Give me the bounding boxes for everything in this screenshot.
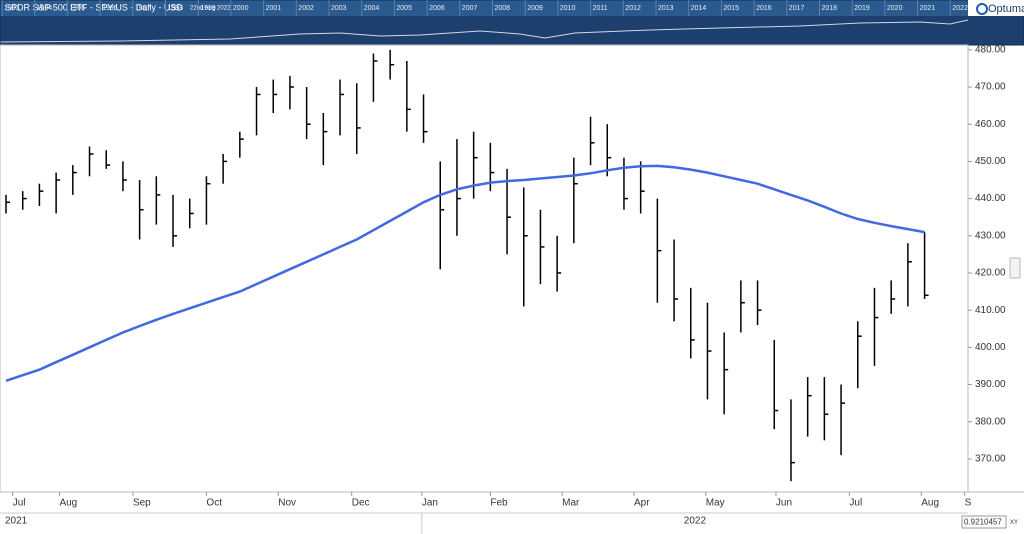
navigator-year: 2012 [625, 5, 641, 12]
navigator-year-strip [0, 0, 1024, 16]
navigator-year: 2018 [822, 5, 838, 12]
y-tick-label: 480.00 [975, 44, 1006, 55]
navigator-year: 2015 [723, 5, 739, 12]
navigator-year: 2001 [266, 5, 282, 12]
x-tick-label: Aug [921, 498, 939, 509]
y-tick-label: 400.00 [975, 342, 1006, 353]
y-tick-label: 420.00 [975, 268, 1006, 279]
navigator-year: 1993 [4, 5, 20, 12]
x-tick-label: Aug [59, 498, 77, 509]
x-tick-label: Apr [634, 498, 650, 509]
logo: Optuma [988, 3, 1024, 15]
x-tick-label: May [706, 498, 725, 509]
y-tick-label: 460.00 [975, 119, 1006, 130]
cursor-box [961, 515, 1007, 529]
cursor-value: 0.9210457 [964, 518, 1002, 527]
chart-subtitle: 22nd Aug 2022 [190, 6, 231, 12]
x-tick-label: S [965, 498, 972, 509]
year-label: 2021 [5, 516, 28, 527]
navigator-year: 1996 [102, 5, 118, 12]
x-tick-label: Sep [133, 498, 151, 509]
navigator-year: 2016 [756, 5, 772, 12]
navigator-years: 1993 1994 1995 1996 1997 1998 1999 2000 2001 2002… [1, 0, 968, 16]
navigator-year: 1997 [135, 5, 151, 12]
navigator-year: 1995 [69, 5, 85, 12]
navigator-year: 1999 [200, 5, 216, 12]
navigator-year: 1998 [168, 5, 184, 12]
navigator-year: 2017 [789, 5, 805, 12]
y-tick-label: 370.00 [975, 454, 1006, 465]
navigator-year: 2003 [331, 5, 347, 12]
y-tick-label: 380.00 [975, 416, 1006, 427]
navigator-year: 2019 [854, 5, 870, 12]
navigator-year: 2004 [364, 5, 380, 12]
navigator-year: 2021 [920, 5, 936, 12]
navigator-year: 1994 [37, 5, 53, 12]
y-tick-label: 430.00 [975, 230, 1006, 241]
navigator-year: 2005 [396, 5, 412, 12]
navigator-year: 2009 [527, 5, 543, 12]
navigator-line [0, 19, 969, 43]
navigator-year: 2010 [560, 5, 576, 12]
chart-title: SPDR S&P 500 ETF - SPY:US - Daily - USD [5, 2, 183, 12]
navigator-year: 2011 [593, 5, 608, 12]
y-tick-label: 470.00 [975, 82, 1006, 93]
moving-average [5, 164, 925, 382]
navigator-year: 2008 [495, 5, 511, 12]
logo-icon [976, 3, 988, 15]
navigator-year: 2020 [887, 5, 903, 12]
y-tick-label: 450.00 [975, 156, 1006, 167]
x-tick-label: Jul [849, 498, 862, 509]
x-tick-label: Mar [562, 498, 580, 509]
navigator-year: 2007 [462, 5, 478, 12]
navigator-year: 2013 [658, 5, 674, 12]
x-tick-label: Dec [352, 498, 370, 509]
scroll-button[interactable] [1009, 257, 1021, 279]
navigator-year: 2000 [233, 5, 249, 12]
x-tick-label: Feb [490, 498, 508, 509]
y-tick-label: 390.00 [975, 379, 1006, 390]
year-label: 2022 [684, 516, 707, 527]
navigator-year: 2014 [691, 5, 707, 12]
x-tick-label: Jan [422, 498, 438, 509]
x-tick-label: Nov [278, 498, 296, 509]
plot-area [0, 44, 969, 493]
cursor-mode: XY [1010, 520, 1018, 526]
y-tick-label: 440.00 [975, 193, 1006, 204]
x-tick-label: Oct [206, 498, 222, 509]
navigator-year: 2006 [429, 5, 445, 12]
x-tick-label: Jul [13, 498, 26, 509]
navigator-year: 2002 [298, 5, 314, 12]
y-tick-label: 410.00 [975, 305, 1006, 316]
x-tick-label: Jun [776, 498, 792, 509]
navigator-year: 2022 [952, 5, 968, 12]
